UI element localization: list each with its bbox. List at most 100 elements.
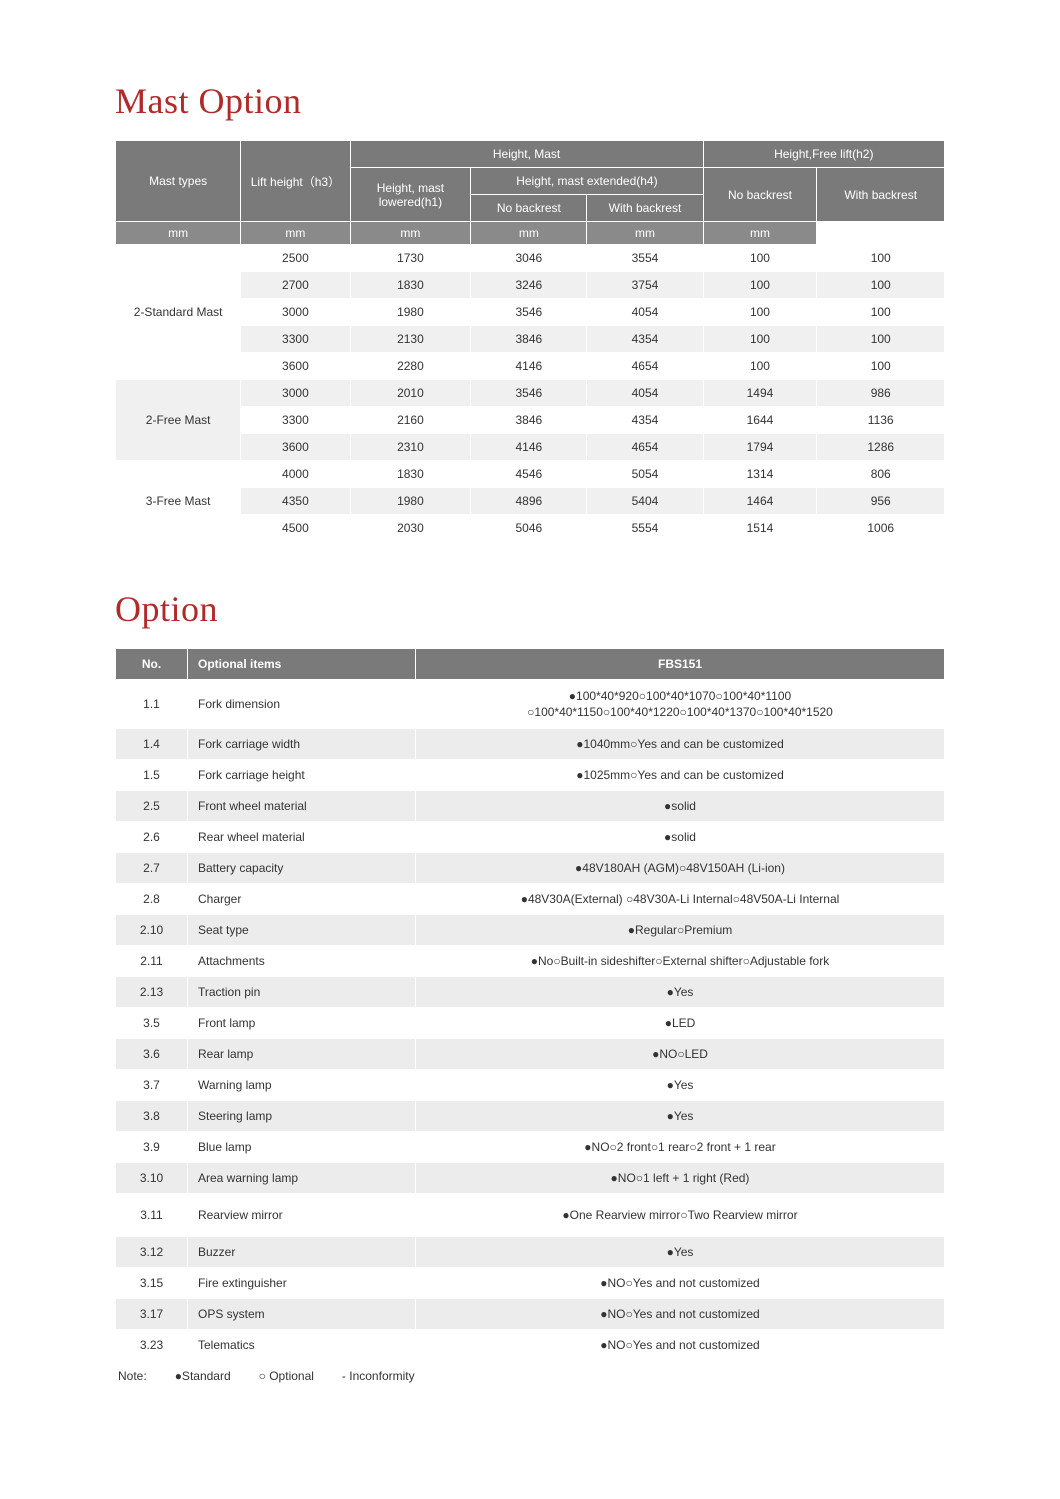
cell: 100	[703, 299, 817, 326]
table-row: 2.8Charger●48V30A(External) ○48V30A-Li I…	[116, 884, 945, 915]
cell: 4500	[241, 515, 350, 542]
cell: 4354	[587, 407, 703, 434]
note-optional: ○ Optional	[259, 1369, 314, 1383]
cell: 1730	[350, 245, 471, 272]
cell: 2310	[350, 434, 471, 461]
cell: 3600	[241, 353, 350, 380]
cell: 3000	[241, 299, 350, 326]
cell: 1830	[350, 461, 471, 488]
table-row: 450020305046555415141006	[116, 515, 945, 542]
table-row: 1.5Fork carriage height●1025mm○Yes and c…	[116, 760, 945, 791]
table-row: 2.11Attachments●No○Built-in sideshifter○…	[116, 946, 945, 977]
th-mast-types: Mast types	[116, 141, 241, 222]
cell: 4054	[587, 380, 703, 407]
cell-value: ●NO○LED	[416, 1039, 945, 1070]
cell: 4896	[471, 488, 587, 515]
cell: 2010	[350, 380, 471, 407]
cell: 3300	[241, 326, 350, 353]
th-height-lowered: Height, mast lowered(h1)	[350, 168, 471, 222]
cell: 1980	[350, 299, 471, 326]
table-row: 3.7Warning lamp●Yes	[116, 1070, 945, 1101]
th-unit: mm	[471, 222, 587, 245]
cell-item: OPS system	[188, 1299, 416, 1330]
cell: 1980	[350, 488, 471, 515]
cell-no: 3.9	[116, 1132, 188, 1163]
table-row: 2.10Seat type●Regular○Premium	[116, 915, 945, 946]
mast-group-label: 2-Free Mast	[116, 380, 241, 461]
cell: 2160	[350, 407, 471, 434]
option-title: Option	[115, 588, 945, 630]
mast-group-label: 3-Free Mast	[116, 461, 241, 542]
cell-value: ●NO○2 front○1 rear○2 front + 1 rear	[416, 1132, 945, 1163]
table-row: 3300213038464354100100	[116, 326, 945, 353]
th-height-mast: Height, Mast	[350, 141, 703, 168]
cell-value: ●solid	[416, 822, 945, 853]
cell-value: ●No○Built-in sideshifter○External shifte…	[416, 946, 945, 977]
cell: 100	[817, 326, 945, 353]
cell-value: ●One Rearview mirror○Two Rearview mirror	[416, 1194, 945, 1237]
th-no: No.	[116, 649, 188, 680]
cell: 100	[703, 353, 817, 380]
cell-no: 1.4	[116, 729, 188, 760]
note-cell: Note:●Standard○ Optional- Inconformity	[116, 1361, 945, 1392]
cell-item: Seat type	[188, 915, 416, 946]
cell: 3754	[587, 272, 703, 299]
cell-no: 2.7	[116, 853, 188, 884]
note-label: Note:	[118, 1369, 147, 1383]
table-row: 3.17OPS system●NO○Yes and not customized	[116, 1299, 945, 1330]
cell: 3554	[587, 245, 703, 272]
cell-item: Warning lamp	[188, 1070, 416, 1101]
th-no-backrest2: No backrest	[703, 168, 817, 222]
cell-value: ●1025mm○Yes and can be customized	[416, 760, 945, 791]
cell-no: 3.12	[116, 1237, 188, 1268]
cell-item: Battery capacity	[188, 853, 416, 884]
cell: 1494	[703, 380, 817, 407]
cell-item: Front wheel material	[188, 791, 416, 822]
th-unit: mm	[350, 222, 471, 245]
note-inconformity: - Inconformity	[342, 1369, 415, 1383]
th-no-backrest: No backrest	[471, 195, 587, 222]
cell-no: 3.7	[116, 1070, 188, 1101]
cell-value: ●100*40*920○100*40*1070○100*40*1100○100*…	[416, 680, 945, 729]
cell-item: Front lamp	[188, 1008, 416, 1039]
cell-value: ●48V180AH (AGM)○48V150AH (Li-ion)	[416, 853, 945, 884]
cell-no: 2.6	[116, 822, 188, 853]
cell: 1794	[703, 434, 817, 461]
cell: 1514	[703, 515, 817, 542]
th-unit: mm	[241, 222, 350, 245]
cell: 4654	[587, 434, 703, 461]
cell-item: Attachments	[188, 946, 416, 977]
cell-value: ●solid	[416, 791, 945, 822]
cell-item: Fork carriage width	[188, 729, 416, 760]
cell: 1644	[703, 407, 817, 434]
cell-value: ●1040mm○Yes and can be customized	[416, 729, 945, 760]
cell-value: ●48V30A(External) ○48V30A-Li Internal○48…	[416, 884, 945, 915]
cell-no: 2.11	[116, 946, 188, 977]
cell-no: 3.23	[116, 1330, 188, 1361]
cell-item: Buzzer	[188, 1237, 416, 1268]
cell: 4654	[587, 353, 703, 380]
cell-no: 1.1	[116, 680, 188, 729]
cell: 2130	[350, 326, 471, 353]
cell-no: 3.15	[116, 1268, 188, 1299]
cell-item: Traction pin	[188, 977, 416, 1008]
table-row: 3000198035464054100100	[116, 299, 945, 326]
th-model: FBS151	[416, 649, 945, 680]
table-row: 43501980489654041464956	[116, 488, 945, 515]
cell-item: Steering lamp	[188, 1101, 416, 1132]
cell-item: Area warning lamp	[188, 1163, 416, 1194]
cell: 3546	[471, 380, 587, 407]
cell-item: Charger	[188, 884, 416, 915]
cell-value: ●NO○Yes and not customized	[416, 1268, 945, 1299]
cell-value: ●NO○Yes and not customized	[416, 1330, 945, 1361]
cell-item: Fork carriage height	[188, 760, 416, 791]
th-unit: mm	[587, 222, 703, 245]
th-with-backrest: With backrest	[587, 195, 703, 222]
option-table: No. Optional items FBS151 1.1Fork dimens…	[115, 648, 945, 1392]
cell-value: ●Yes	[416, 1070, 945, 1101]
note-row: Note:●Standard○ Optional- Inconformity	[116, 1361, 945, 1392]
cell: 4054	[587, 299, 703, 326]
cell-value: ●Regular○Premium	[416, 915, 945, 946]
cell-no: 3.17	[116, 1299, 188, 1330]
cell-item: Telematics	[188, 1330, 416, 1361]
